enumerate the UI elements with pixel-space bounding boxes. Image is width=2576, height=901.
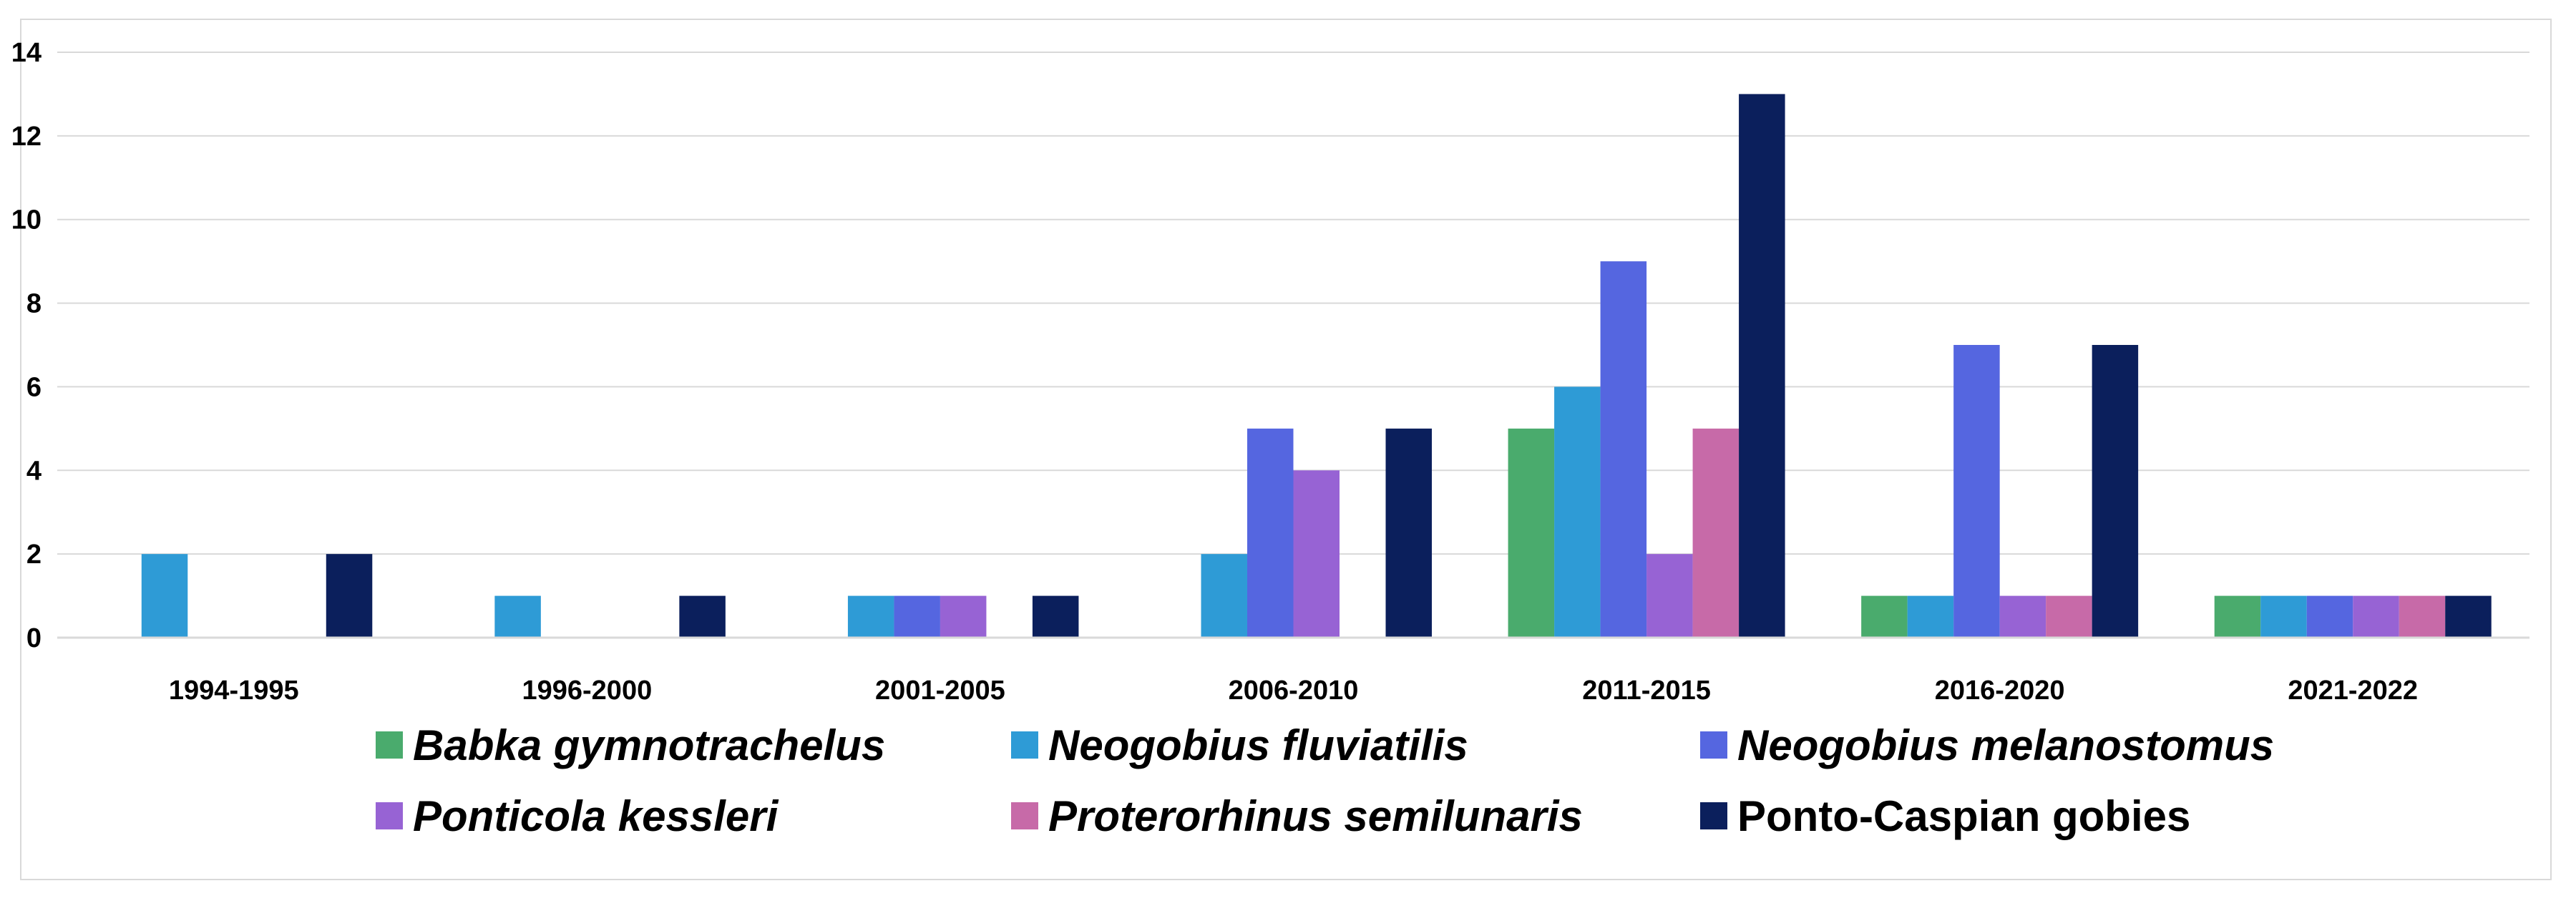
legend-label: Ponto-Caspian gobies — [1737, 792, 2190, 840]
legend-label: Ponticola kessleri — [413, 792, 779, 840]
y-tick-label: 12 — [11, 122, 42, 152]
bar-proterorhinus-semilunaris-2016-2020 — [2046, 595, 2092, 638]
legend-label: Neogobius melanostomus — [1737, 721, 2274, 769]
bar-neogobius-melanostomus-2001-2005 — [894, 595, 940, 638]
legend-swatch — [376, 731, 403, 759]
bar-ponto-caspian-gobies-2001-2005 — [1032, 595, 1079, 638]
bar-proterorhinus-semilunaris-2021-2022 — [2399, 595, 2446, 638]
bar-ponticola-kessleri-2001-2005 — [940, 595, 987, 638]
legend-label: Neogobius fluviatilis — [1048, 721, 1468, 769]
legend-item-proterorhinus-semilunaris: Proterorhinus semilunaris — [1011, 792, 1583, 840]
y-tick-label: 10 — [11, 205, 42, 235]
legend-label: Babka gymnotrachelus — [413, 721, 885, 769]
y-tick-label: 6 — [26, 372, 42, 402]
y-tick-label: 14 — [11, 38, 42, 68]
bar-neogobius-fluviatilis-1994-1995 — [141, 554, 188, 638]
legend-swatch — [1011, 802, 1038, 829]
y-tick-label: 4 — [26, 456, 42, 486]
x-tick-label: 2021-2022 — [2288, 676, 2418, 706]
legend: Babka gymnotrachelus Neogobius fluviatili… — [376, 721, 2274, 840]
bar-neogobius-melanostomus-2021-2022 — [2306, 595, 2353, 638]
bar-ponticola-kessleri-2006-2010 — [1293, 470, 1340, 638]
legend-item-ponto-caspian-gobies: Ponto-Caspian gobies — [1700, 792, 2190, 840]
bar-neogobius-fluviatilis-2016-2020 — [1907, 595, 1954, 638]
legend-swatch — [1011, 731, 1038, 759]
bar-neogobius-melanostomus-2006-2010 — [1247, 428, 1294, 638]
y-tick-label: 0 — [26, 623, 42, 653]
x-tick-label: 1994-1995 — [169, 676, 299, 706]
x-tick-label: 1996-2000 — [522, 676, 652, 706]
bar-babka-gymnotrachelus-2011-2015 — [1508, 428, 1555, 638]
legend-item-neogobius-melanostomus: Neogobius melanostomus — [1700, 721, 2274, 769]
bar-ponticola-kessleri-2016-2020 — [1999, 595, 2046, 638]
bar-neogobius-fluviatilis-2011-2015 — [1554, 386, 1601, 638]
bar-babka-gymnotrachelus-2021-2022 — [2214, 595, 2261, 638]
bar-ponto-caspian-gobies-1996-2000 — [679, 595, 726, 638]
bar-babka-gymnotrachelus-2016-2020 — [1861, 595, 1908, 638]
bar-neogobius-fluviatilis-2001-2005 — [847, 595, 894, 638]
legend-swatch — [376, 802, 403, 829]
legend-swatch — [1700, 802, 1727, 829]
legend-item-babka-gymnotrachelus: Babka gymnotrachelus — [376, 721, 885, 769]
bar-ponto-caspian-gobies-2021-2022 — [2445, 595, 2492, 638]
bar-ponticola-kessleri-2021-2022 — [2353, 595, 2399, 638]
bar-neogobius-fluviatilis-2021-2022 — [2260, 595, 2307, 638]
y-tick-label: 8 — [26, 289, 42, 319]
x-tick-label: 2001-2005 — [875, 676, 1005, 706]
legend-item-ponticola-kessleri: Ponticola kessleri — [376, 792, 779, 840]
bar-ponto-caspian-gobies-2006-2010 — [1385, 428, 1432, 638]
bar-ponticola-kessleri-2011-2015 — [1646, 554, 1693, 638]
bar-proterorhinus-semilunaris-2011-2015 — [1692, 428, 1740, 638]
bars — [141, 94, 2492, 638]
x-tick-label: 2006-2010 — [1229, 676, 1359, 706]
legend-label: Proterorhinus semilunaris — [1048, 792, 1583, 840]
bar-neogobius-fluviatilis-2006-2010 — [1201, 554, 1247, 638]
legend-swatch — [1700, 731, 1727, 759]
bar-neogobius-melanostomus-2016-2020 — [1953, 345, 2000, 638]
legend-item-neogobius-fluviatilis: Neogobius fluviatilis — [1011, 721, 1468, 769]
x-tick-label: 2011-2015 — [1582, 676, 1711, 706]
bar-ponto-caspian-gobies-2016-2020 — [2092, 345, 2139, 638]
x-tick-label: 2016-2020 — [1935, 676, 2065, 706]
bar-ponto-caspian-gobies-2011-2015 — [1739, 94, 1785, 638]
bar-ponto-caspian-gobies-1994-1995 — [326, 554, 373, 638]
y-tick-label: 2 — [26, 540, 42, 570]
bar-neogobius-fluviatilis-1996-2000 — [494, 595, 541, 638]
axes: 0 2 4 6 8 10 12 14 1994-1995 1996-2000 2001-2005 20… — [11, 38, 2529, 706]
bar-neogobius-melanostomus-2011-2015 — [1600, 261, 1647, 638]
